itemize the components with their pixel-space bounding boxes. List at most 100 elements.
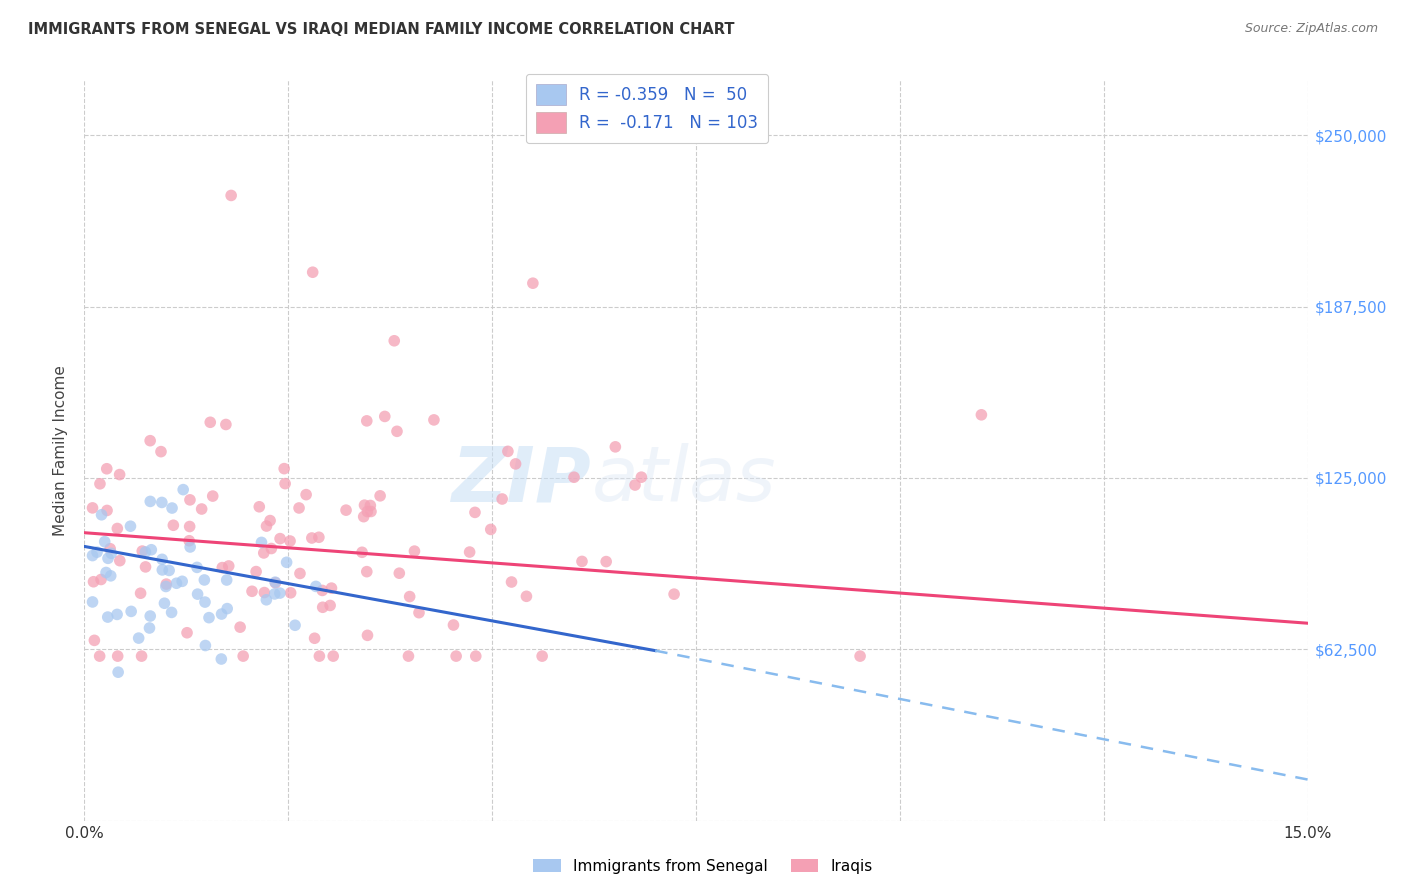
Point — [153, 596, 176, 610]
Point — [263, 587, 285, 601]
Point — [135, 560, 157, 574]
Point — [105, 521, 128, 535]
Point — [501, 574, 523, 589]
Point — [253, 585, 276, 599]
Point — [139, 434, 162, 448]
Point — [89, 649, 111, 664]
Point — [219, 188, 242, 202]
Point — [141, 542, 163, 557]
Text: atlas: atlas — [592, 443, 776, 517]
Point — [295, 488, 318, 502]
Point — [245, 565, 267, 579]
Point — [273, 461, 295, 475]
Point — [322, 649, 344, 664]
Point — [254, 592, 277, 607]
Point — [259, 514, 281, 528]
Point — [193, 573, 215, 587]
Point — [186, 560, 208, 574]
Point — [382, 334, 405, 348]
Point — [408, 606, 430, 620]
Point — [571, 554, 593, 568]
Point — [107, 665, 129, 680]
Point — [662, 587, 685, 601]
Point — [250, 535, 273, 549]
Point — [276, 555, 298, 569]
Point — [215, 573, 238, 587]
Point — [131, 649, 153, 664]
Point — [359, 499, 381, 513]
Point — [274, 476, 297, 491]
Point — [139, 494, 162, 508]
Point — [97, 610, 120, 624]
Point — [278, 534, 301, 549]
Point — [83, 574, 105, 589]
Point — [301, 265, 323, 279]
Point — [94, 566, 117, 580]
Text: IMMIGRANTS FROM SENEGAL VS IRAQI MEDIAN FAMILY INCOME CORRELATION CHART: IMMIGRANTS FROM SENEGAL VS IRAQI MEDIAN … — [28, 22, 734, 37]
Point — [360, 504, 382, 518]
Point — [215, 417, 238, 432]
Point — [108, 554, 131, 568]
Point — [96, 462, 118, 476]
Point — [179, 492, 201, 507]
Point — [157, 564, 180, 578]
Point — [90, 508, 112, 522]
Point — [335, 503, 357, 517]
Point — [385, 425, 408, 439]
Point — [131, 544, 153, 558]
Point — [356, 414, 378, 428]
Point — [211, 560, 233, 574]
Point — [970, 408, 993, 422]
Point — [288, 566, 311, 581]
Point — [308, 649, 330, 664]
Point — [139, 609, 162, 624]
Point — [187, 587, 209, 601]
Point — [630, 470, 652, 484]
Point — [150, 563, 173, 577]
Point — [194, 639, 217, 653]
Point — [398, 649, 420, 664]
Point — [319, 599, 342, 613]
Point — [179, 519, 201, 533]
Point — [595, 555, 617, 569]
Point — [150, 552, 173, 566]
Point — [98, 541, 121, 556]
Point — [200, 415, 222, 429]
Point — [138, 621, 160, 635]
Point — [172, 483, 194, 497]
Point — [388, 566, 411, 581]
Point — [198, 610, 221, 624]
Point — [356, 628, 378, 642]
Point — [505, 457, 527, 471]
Point — [105, 607, 128, 622]
Point — [172, 574, 194, 589]
Point — [108, 467, 131, 482]
Point — [162, 518, 184, 533]
Point — [120, 604, 142, 618]
Point — [562, 470, 585, 484]
Point — [353, 509, 375, 524]
Point — [531, 649, 554, 664]
Point — [356, 565, 378, 579]
Point — [353, 498, 375, 512]
Point — [82, 549, 104, 563]
Point — [129, 586, 152, 600]
Point — [90, 573, 112, 587]
Point — [605, 440, 627, 454]
Point — [160, 606, 183, 620]
Point — [247, 500, 270, 514]
Point — [194, 595, 217, 609]
Point — [100, 569, 122, 583]
Point — [89, 476, 111, 491]
Point — [120, 519, 142, 533]
Point — [232, 649, 254, 664]
Point — [398, 590, 420, 604]
Text: Source: ZipAtlas.com: Source: ZipAtlas.com — [1244, 22, 1378, 36]
Point — [190, 502, 212, 516]
Point — [134, 545, 156, 559]
Point — [264, 575, 287, 590]
Point — [269, 586, 291, 600]
Point — [82, 595, 104, 609]
Point — [155, 577, 177, 591]
Point — [160, 501, 183, 516]
